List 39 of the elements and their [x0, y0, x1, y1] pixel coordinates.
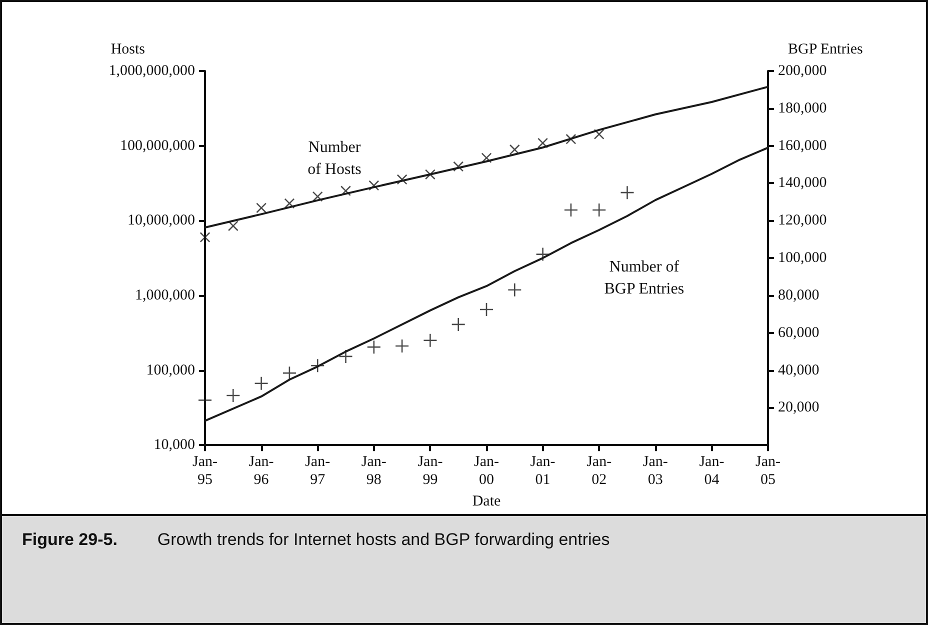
- y2-axis-title: BGP Entries: [788, 42, 864, 58]
- point: [200, 232, 210, 242]
- point: [538, 138, 548, 148]
- y2-tick-label: 200,000: [778, 63, 827, 79]
- y2-tick-label: 80,000: [778, 287, 820, 304]
- x-tick-label: Jan- 99: [418, 454, 443, 488]
- y2-tick-label: 140,000: [778, 175, 827, 192]
- y2-tick-label: 160,000: [778, 138, 827, 154]
- y2-tick-label: 180,000: [778, 100, 827, 116]
- x-tick-label: Jan- 03: [642, 454, 668, 488]
- x-tick-label: Jan- 00: [474, 454, 499, 488]
- y-tick-label: 100,000,000: [120, 138, 195, 154]
- series-label: Number of BGP Entries: [604, 258, 684, 298]
- y2-tick-label: 20,000: [778, 400, 820, 416]
- y2-tick-label: 100,000: [778, 250, 827, 266]
- point: [594, 129, 604, 140]
- y-tick-label: 10,000,000: [128, 212, 195, 229]
- x-tick-label: Jan- 01: [530, 454, 556, 488]
- x-tick-label: Jan- 04: [699, 454, 724, 488]
- caption: Figure 29-5.: [22, 530, 118, 549]
- y-tick-label: 10,000: [154, 437, 195, 454]
- x-tick-label: Jan- 98: [361, 454, 386, 488]
- x-tick-label: Jan- 02: [586, 454, 612, 488]
- y-tick-label: 1,000,000: [135, 287, 195, 304]
- point: [481, 152, 492, 163]
- x-tick-label: Jan- 96: [248, 454, 274, 488]
- y2-tick-label: 120,000: [778, 212, 827, 229]
- series-label: Number of Hosts: [308, 138, 362, 178]
- x-axis-title: Date: [472, 494, 501, 510]
- point: [256, 202, 266, 213]
- y-tick-label: 1,000,000,000: [108, 63, 195, 79]
- y-axis-title: Hosts: [110, 42, 146, 58]
- x-tick-label: Jan- 05: [756, 454, 780, 488]
- x-tick-label: Jan- 95: [192, 454, 218, 488]
- y2-tick-label: 40,000: [778, 362, 820, 378]
- text: Growth trends for Internet hosts and BGP forwarding entries: [157, 530, 610, 549]
- x-tick-label: Jan- 97: [305, 454, 330, 488]
- y-tick-label: 100,000: [146, 362, 195, 378]
- y2-tick-label: 60,000: [778, 324, 820, 341]
